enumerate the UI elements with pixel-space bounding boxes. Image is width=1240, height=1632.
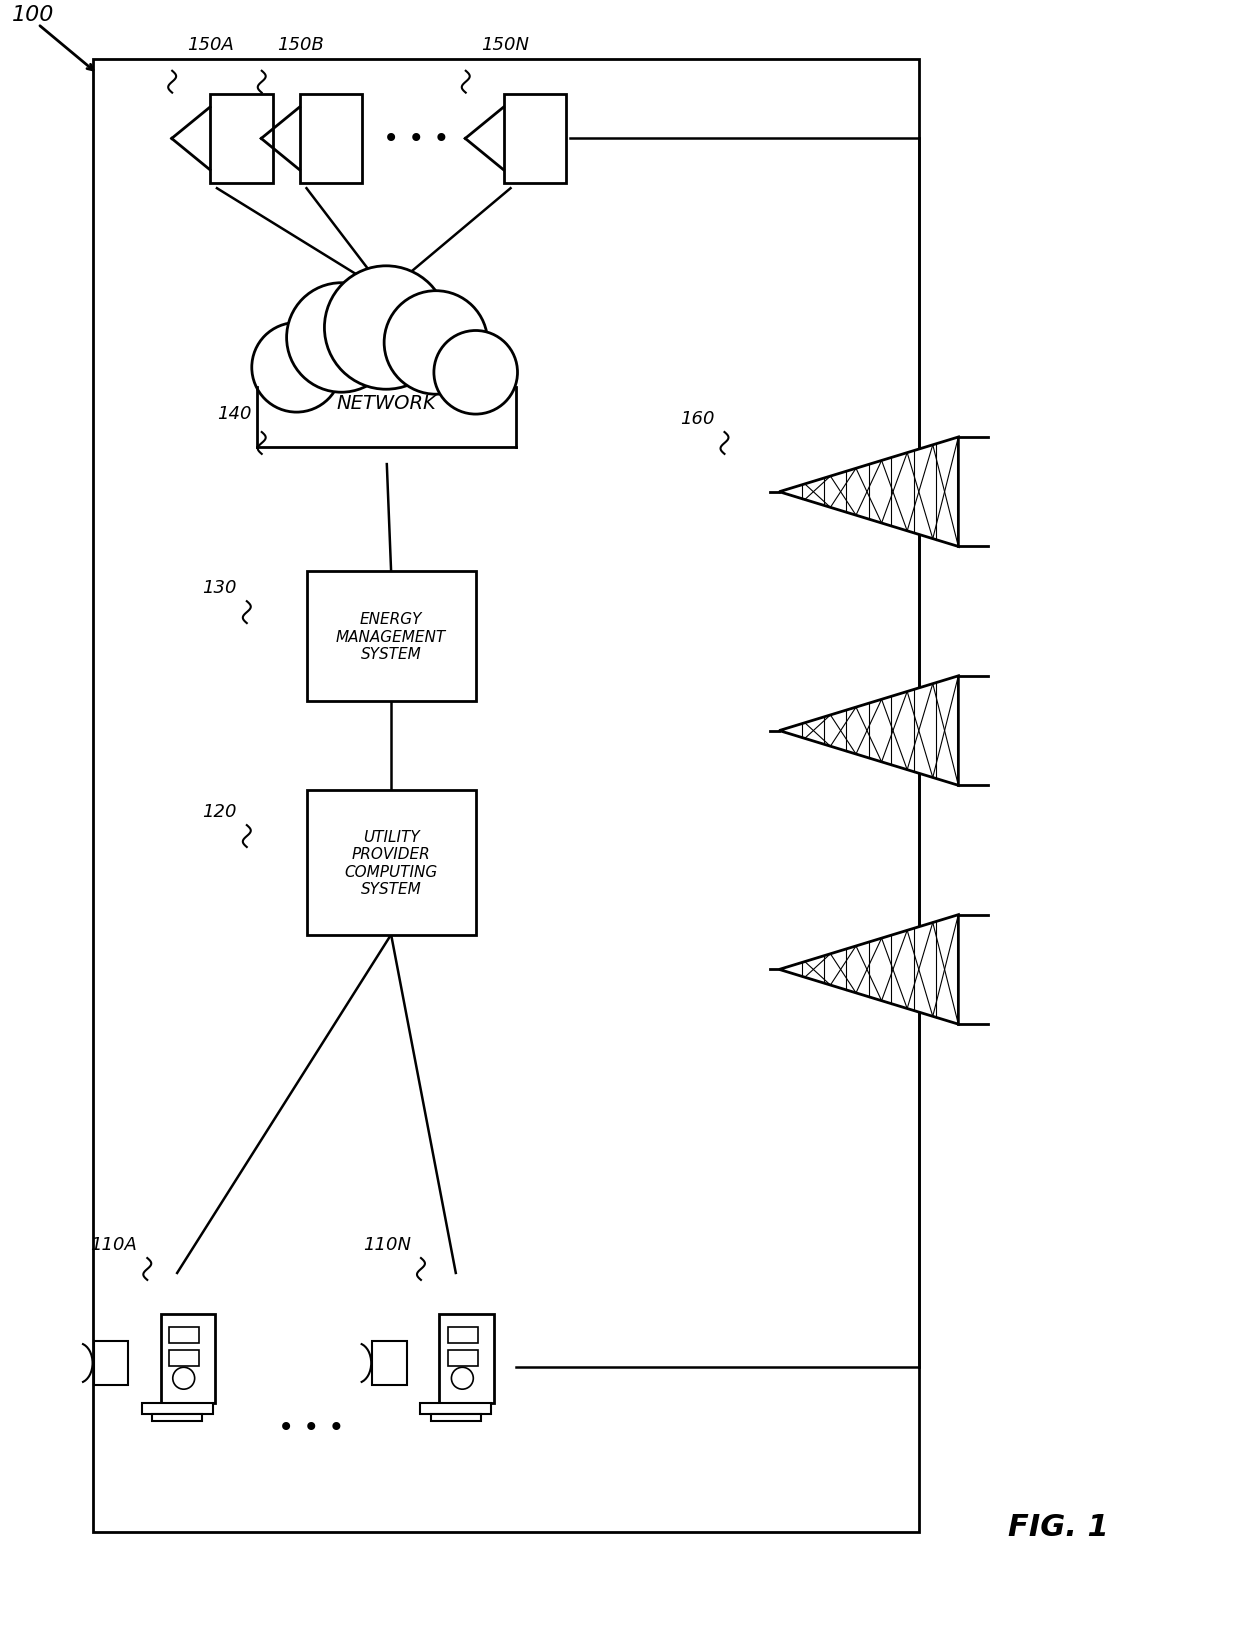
Bar (161, 1314, 216, 1404)
Text: 110A: 110A (91, 1235, 138, 1253)
Bar (372, 1342, 407, 1386)
Text: 100: 100 (11, 5, 55, 24)
Bar (300, 95, 362, 184)
Bar (439, 1314, 494, 1404)
Text: 120: 120 (202, 803, 237, 821)
Bar (93, 1342, 129, 1386)
Polygon shape (779, 676, 959, 787)
Text: • • •: • • • (383, 126, 449, 153)
Bar (420, 1404, 491, 1415)
Text: • • •: • • • (278, 1413, 345, 1441)
Text: 110N: 110N (363, 1235, 410, 1253)
Bar (430, 1415, 481, 1421)
Bar (93, 60, 919, 1532)
Bar (448, 1350, 477, 1366)
Circle shape (252, 323, 341, 413)
Ellipse shape (269, 302, 502, 463)
Text: 160: 160 (680, 410, 714, 428)
Text: 140: 140 (217, 405, 252, 423)
Circle shape (451, 1368, 474, 1389)
Circle shape (286, 284, 396, 393)
Bar (448, 1327, 477, 1343)
Polygon shape (779, 916, 959, 1025)
Bar (306, 792, 476, 935)
Bar (210, 95, 273, 184)
Text: 130: 130 (202, 579, 237, 597)
Text: ENERGY
MANAGEMENT
SYSTEM: ENERGY MANAGEMENT SYSTEM (336, 612, 446, 661)
Bar (141, 1404, 213, 1415)
Text: FIG. 1: FIG. 1 (1008, 1513, 1109, 1541)
Bar (169, 1350, 200, 1366)
Bar (306, 571, 476, 702)
Circle shape (434, 331, 517, 415)
Text: 150N: 150N (481, 36, 528, 54)
Bar (153, 1415, 202, 1421)
Text: NETWORK: NETWORK (336, 393, 436, 413)
Circle shape (384, 292, 487, 395)
Text: UTILITY
PROVIDER
COMPUTING
SYSTEM: UTILITY PROVIDER COMPUTING SYSTEM (345, 829, 438, 896)
Text: 150B: 150B (277, 36, 324, 54)
Circle shape (172, 1368, 195, 1389)
Text: 150A: 150A (187, 36, 234, 54)
Polygon shape (779, 437, 959, 547)
Bar (169, 1327, 200, 1343)
Circle shape (325, 266, 448, 390)
Bar (503, 95, 567, 184)
